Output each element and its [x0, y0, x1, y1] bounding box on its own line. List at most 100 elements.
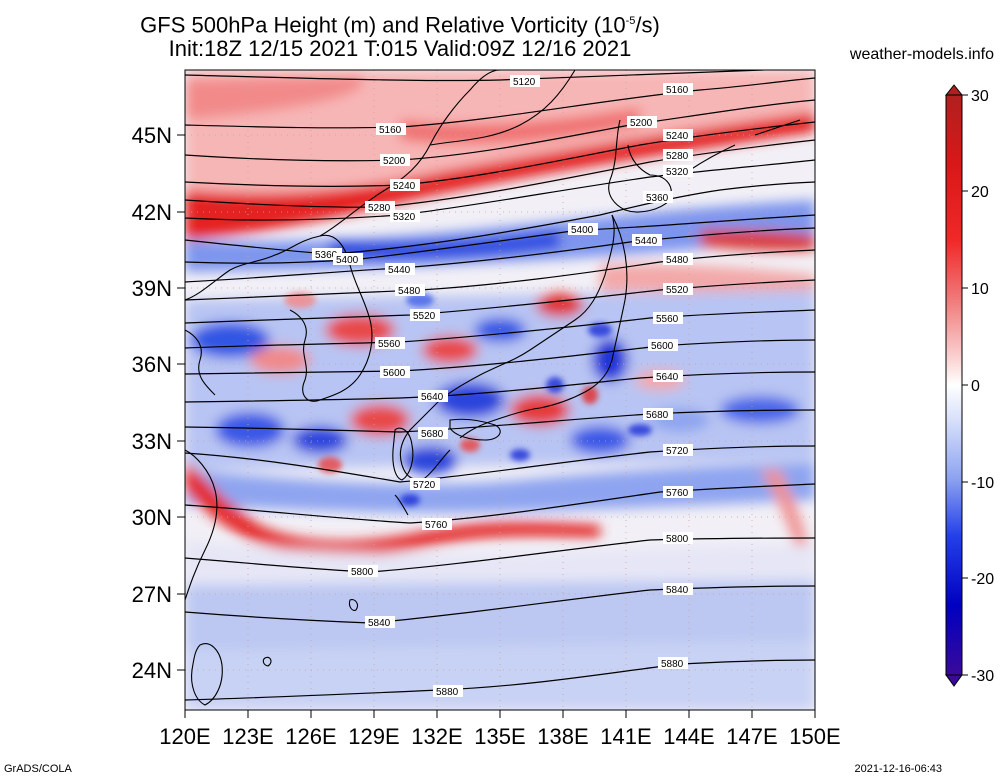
lon-label: 123E: [222, 724, 273, 749]
contour-label-5400: 5400: [333, 253, 363, 266]
contour-label-5600: 5600: [380, 366, 410, 379]
height-contours: [185, 70, 815, 701]
contour-label-5760: 5760: [422, 518, 452, 531]
contour-label-5400b: 5400: [568, 223, 598, 236]
lon-label: 144E: [663, 724, 714, 749]
colorbar-tick: 10: [971, 281, 989, 298]
svg-text:5480: 5480: [666, 255, 689, 266]
svg-text:5640: 5640: [656, 372, 679, 383]
lat-labels: 45N 42N 39N 36N 33N 30N 27N 24N: [132, 123, 172, 683]
colorbar-tick: -30: [971, 668, 994, 685]
svg-text:5800: 5800: [666, 534, 689, 545]
contour-line-5200: [185, 99, 815, 162]
contour-line-5880: [185, 659, 815, 701]
svg-text:5360: 5360: [646, 193, 669, 204]
title-prefix: GFS 500hPa Height (m) and Relative Vorti…: [140, 12, 626, 38]
contour-label-5160: 5160: [663, 83, 693, 96]
title-exponent: -5: [625, 15, 636, 27]
svg-text:5600: 5600: [651, 341, 674, 352]
contour-label-5680b: 5680: [643, 408, 673, 421]
svg-text:5880: 5880: [436, 687, 459, 698]
coastlines: [185, 70, 801, 706]
svg-text:5400: 5400: [336, 255, 359, 266]
svg-text:5240: 5240: [666, 131, 689, 142]
vorticity-field: [185, 70, 815, 710]
lon-label: 129E: [348, 724, 399, 749]
contour-label-5480b: 5480: [663, 253, 693, 266]
contour-label-5240b: 5240: [663, 129, 693, 142]
contour-line-5640: [185, 371, 815, 403]
contour-label-5320: 5320: [390, 210, 420, 223]
svg-text:5680: 5680: [646, 410, 669, 421]
contour-label-5120: 5120: [510, 75, 540, 88]
contour-label-5680: 5680: [418, 427, 448, 440]
colorbar-tick: 0: [971, 378, 980, 395]
lon-label: 141E: [600, 724, 651, 749]
contour-label-5520b: 5520: [663, 283, 693, 296]
contour-line-5480: [185, 249, 815, 301]
contour-line-5240: [185, 121, 815, 188]
svg-text:5200: 5200: [630, 118, 653, 129]
svg-text:5200: 5200: [383, 156, 406, 167]
lat-label: 30N: [132, 505, 172, 530]
lon-label: 135E: [474, 724, 525, 749]
contour-label-5440b: 5440: [632, 234, 662, 247]
contour-line-5320: [185, 159, 815, 221]
contour-line-5280: [185, 139, 815, 208]
footer-software: GrADS/COLA: [4, 763, 72, 775]
svg-text:5840: 5840: [368, 618, 391, 629]
contour-label-5480: 5480: [395, 284, 425, 297]
lon-label: 150E: [789, 724, 840, 749]
contour-line-5560: [185, 309, 815, 349]
contour-label-5800b: 5800: [663, 532, 693, 545]
svg-text:5560: 5560: [656, 314, 679, 325]
lon-label: 126E: [285, 724, 336, 749]
lat-label: 24N: [132, 658, 172, 683]
contour-label-5560: 5560: [375, 337, 405, 350]
svg-text:5440: 5440: [635, 236, 658, 247]
colorbar-tick: -10: [971, 475, 994, 492]
contour-label-5440: 5440: [385, 263, 415, 276]
contour-label-5360b: 5360: [643, 191, 673, 204]
svg-text:5320: 5320: [393, 212, 416, 223]
svg-text:5280: 5280: [368, 203, 391, 214]
contour-line-5720: [185, 445, 815, 483]
svg-text:5680: 5680: [421, 429, 444, 440]
lon-label: 132E: [411, 724, 462, 749]
contour-label-5840b: 5840: [663, 583, 693, 596]
lon-label: 138E: [537, 724, 588, 749]
contour-label-5280: 5280: [365, 201, 395, 214]
contour-label-5640: 5640: [418, 390, 448, 403]
contour-label-5520: 5520: [410, 309, 440, 322]
plot-frame: [177, 69, 816, 718]
contour-labels: 5120 5160 5160 5200 5200 5240 5240 5280 …: [312, 75, 693, 698]
contour-label-5280b: 5280: [663, 149, 693, 162]
contour-label-5200: 5200: [380, 154, 410, 167]
svg-text:5480: 5480: [398, 286, 421, 297]
svg-text:5240: 5240: [393, 181, 416, 192]
contour-label-5640b: 5640: [653, 370, 683, 383]
contour-label-5200b: 5200: [627, 116, 657, 129]
contour-line-5840: [185, 585, 815, 624]
svg-text:5360: 5360: [315, 250, 338, 261]
contour-label-5320b: 5320: [663, 165, 693, 178]
svg-text:5320: 5320: [666, 167, 689, 178]
svg-text:5160: 5160: [666, 85, 689, 96]
lat-label: 42N: [132, 200, 172, 225]
contour-label-5840: 5840: [365, 616, 395, 629]
contour-line-5120: [185, 70, 777, 82]
lat-label: 33N: [132, 429, 172, 454]
svg-text:5720: 5720: [413, 480, 436, 491]
contour-line-5440: [185, 227, 815, 283]
contour-line-5680: [185, 409, 815, 433]
map-title-line1: GFS 500hPa Height (m) and Relative Vorti…: [0, 8, 900, 38]
lon-label: 120E: [159, 724, 210, 749]
svg-text:5760: 5760: [425, 520, 448, 531]
svg-text:5520: 5520: [413, 311, 436, 322]
contour-line-5600: [185, 339, 815, 375]
svg-text:5720: 5720: [666, 446, 689, 457]
svg-text:5400: 5400: [571, 225, 594, 236]
footer-timestamp: 2021-12-16-06:43: [854, 763, 942, 775]
svg-text:5880: 5880: [661, 659, 684, 670]
lon-labels: 120E 123E 126E 129E 132E 135E 138E 141E …: [159, 724, 840, 749]
